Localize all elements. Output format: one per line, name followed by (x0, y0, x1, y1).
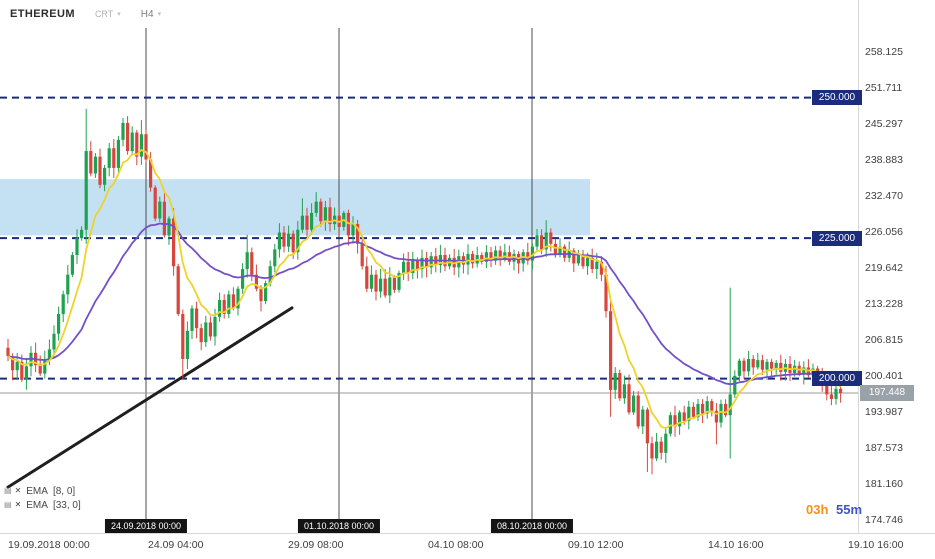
chart-toolbar: ETHEREUM CRT ▾ H4 ▾ (10, 8, 161, 20)
price-axis-label: 187.573 (865, 442, 903, 454)
price-axis-label: 181.160 (865, 478, 903, 491)
session-date-label: 24.09.2018 00:00 (104, 519, 188, 533)
indicator-name: EMA (26, 485, 48, 497)
ema-33-line[interactable] (7, 222, 841, 386)
price-level-badge: 225.000 (812, 230, 862, 246)
session-date-label: 01.10.2018 00:00 (297, 519, 381, 533)
timeframe-label: H4 (140, 8, 154, 20)
indicator-row-ema33: ▤ ✕ EMA [33, 0] (4, 498, 81, 512)
price-level-badge: 250.000 (812, 90, 862, 106)
trend-line[interactable] (6, 306, 294, 489)
price-axis-label: 174.746 (865, 514, 903, 527)
price-axis-label: 238.883 (865, 153, 903, 166)
price-axis-label: 200.401 (865, 369, 903, 382)
timeframe-dropdown[interactable]: H4 ▾ (141, 9, 161, 20)
time-axis-label: 19.10 16:00 (848, 539, 904, 551)
indicator-legend: ▤ ✕ EMA [8, 0] ▤ ✕ EMA [33, 0] (4, 484, 81, 512)
indicator-params: [8, 0] (52, 485, 76, 497)
chart-type-label: CRT (94, 9, 114, 19)
indicator-name: EMA (26, 499, 48, 511)
indicator-remove-icon[interactable]: ✕ (14, 486, 22, 495)
chart-type-dropdown[interactable]: CRT ▾ (95, 9, 121, 19)
session-date-label: 08.10.2018 00:00 (490, 519, 574, 533)
price-axis-label: 219.642 (865, 261, 903, 274)
price-axis[interactable]: 258.125 251.711 245.297 238.883 232.470 226.0… (858, 0, 935, 533)
indicator-params: [33, 0] (52, 499, 81, 511)
chevron-down-icon: ▾ (157, 11, 162, 18)
chevron-down-icon: ▾ (117, 11, 121, 18)
countdown-hours: 03h (806, 502, 829, 517)
time-axis-label: 14.10 16:00 (708, 539, 764, 551)
time-axis-label: 29.09 08:00 (288, 539, 344, 551)
price-axis-label: 193.987 (865, 405, 903, 418)
symbol-label: ETHEREUM (10, 8, 75, 20)
indicator-remove-icon[interactable]: ✕ (14, 500, 22, 509)
candle-countdown: 03h 55m (806, 502, 862, 517)
price-axis-label: 251.711 (865, 81, 903, 94)
indicator-settings-icon[interactable]: ▤ (4, 500, 12, 509)
price-axis-label: 232.470 (865, 189, 903, 202)
time-axis[interactable]: 19.09.2018 00:00 24.09 04:00 29.09 08:00 04… (0, 533, 935, 559)
price-level-badge: 200.000 (812, 371, 862, 387)
indicator-settings-icon[interactable]: ▤ (4, 486, 12, 495)
time-axis-label: 24.09 04:00 (148, 539, 204, 551)
candles (6, 108, 843, 475)
price-axis-label: 213.228 (865, 297, 903, 310)
price-axis-label: 226.056 (865, 225, 903, 238)
indicator-row-ema8: ▤ ✕ EMA [8, 0] (4, 484, 81, 498)
ema-8-line[interactable] (7, 149, 841, 430)
current-price-badge: 197.448 (860, 385, 914, 401)
plot-area[interactable] (0, 28, 858, 533)
price-axis-label: 258.125 (865, 45, 903, 58)
time-axis-label: 19.09.2018 00:00 (8, 539, 90, 551)
time-axis-label: 09.10 12:00 (568, 539, 624, 551)
time-axis-label: 04.10 08:00 (428, 539, 484, 551)
price-axis-label: 206.815 (865, 333, 903, 346)
highlight-zone[interactable] (0, 179, 590, 236)
countdown-minutes: 55m (836, 502, 863, 517)
price-axis-label: 245.297 (865, 117, 903, 130)
